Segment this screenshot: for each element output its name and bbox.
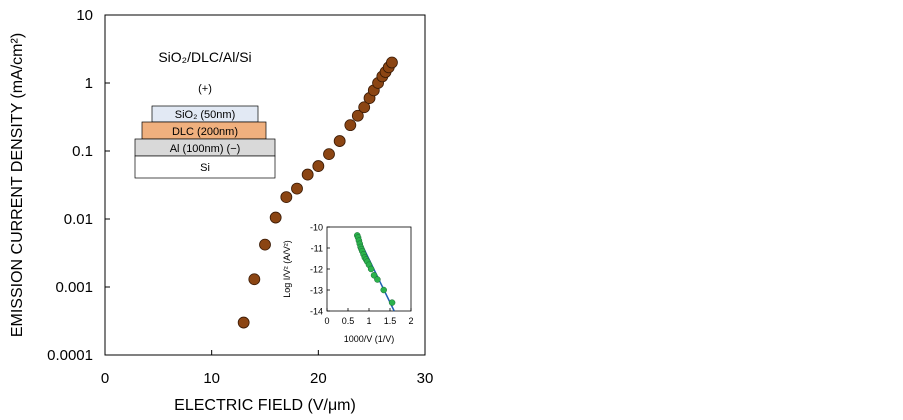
inset-x-tick-label: 1 <box>366 316 371 326</box>
layer-sio2: SiO₂ (50nm) <box>151 105 259 123</box>
inset-x-tick-label: 0 <box>324 316 329 326</box>
inset-data-point <box>388 299 396 306</box>
main-data-points <box>237 56 398 329</box>
main-data-point <box>291 182 303 195</box>
main-data-point <box>312 160 325 172</box>
main-data-point <box>248 273 261 286</box>
layer-si-rect <box>134 155 276 179</box>
polarity-plus-label: (+) <box>198 83 212 95</box>
main-data-point <box>269 211 282 224</box>
main-data-point <box>237 316 250 329</box>
inset-x-tick-label: 2 <box>408 316 413 326</box>
main-x-tick-labels: 0 10 20 30 <box>101 370 434 387</box>
inset-tick-marks <box>326 226 412 312</box>
main-plot-area <box>104 14 426 356</box>
main-data-point <box>259 238 271 251</box>
main-x-tick-label: 0 <box>101 370 109 387</box>
layer-al-label: Al (100nm) (−) <box>170 143 241 155</box>
inset-x-axis-label: 1000/V (1/V) <box>344 334 395 344</box>
main-data-point <box>301 168 314 181</box>
main-data-point <box>344 119 357 132</box>
inset-y-axis-label: Log I/V² (A/V²) <box>282 240 292 298</box>
layer-dlc: DLC (200nm) <box>141 121 267 140</box>
inset-data-points <box>353 232 396 306</box>
main-data-point <box>333 135 346 147</box>
layer-sio2-label: SiO₂ (50nm) <box>175 109 236 121</box>
layer-stack-diagram: (+) SiO₂ (50nm) DLC (200nm) Al (100nm) (… <box>134 83 276 179</box>
inset-x-tick-label: 1.5 <box>384 316 397 326</box>
inset-data-point <box>367 265 375 273</box>
inset-x-tick-labels: 0 0.5 1 1.5 2 <box>324 316 413 326</box>
layer-al: Al (100nm) (−) <box>134 138 276 157</box>
main-y-tick-label: 10 <box>76 7 93 24</box>
main-y-tick-label: 0.01 <box>64 211 93 228</box>
inset-y-tick-label: -11 <box>311 244 323 254</box>
main-y-tick-label: 0.0001 <box>47 347 93 364</box>
material-annotation: SiO₂/DLC/Al/Si <box>158 49 251 65</box>
layer-dlc-label: DLC (200nm) <box>172 126 238 138</box>
inset-data-point <box>380 286 387 294</box>
main-y-tick-label: 0.1 <box>72 143 93 160</box>
main-y-tick-label: 1 <box>85 75 93 92</box>
inset-y-tick-labels: -10 -11 -12 -13 -14 <box>310 223 323 317</box>
main-y-tick-labels: 0.0001 0.001 0.01 0.1 1 10 <box>47 7 93 364</box>
inset-chart: -10 -11 -12 -13 -14 0 0.5 1 1.5 2 1000/V (1/V) L… <box>282 223 414 345</box>
main-x-tick-label: 10 <box>203 370 220 387</box>
layer-si-label: Si <box>200 162 210 174</box>
main-data-point <box>280 191 293 203</box>
main-y-tick-label: 0.001 <box>55 279 93 296</box>
inset-y-tick-label: -13 <box>310 286 323 296</box>
inset-data-point <box>370 272 378 279</box>
inset-y-tick-label: -14 <box>310 307 323 317</box>
main-x-axis-label: ELECTRIC FIELD (V/μm) <box>174 397 356 414</box>
main-tick-marks <box>104 14 426 356</box>
main-data-point <box>351 109 364 122</box>
main-data-point <box>386 56 398 69</box>
main-y-axis-label: EMISSION CURRENT DENSITY (mA/cm²) <box>9 33 26 337</box>
main-data-point <box>323 148 335 161</box>
main-x-tick-label: 20 <box>310 370 327 387</box>
inset-x-tick-label: 0.5 <box>342 316 355 326</box>
main-x-tick-label: 30 <box>417 370 434 387</box>
inset-data-point <box>374 276 381 283</box>
main-data-point <box>358 101 371 114</box>
inset-y-tick-label: -10 <box>310 223 323 233</box>
inset-y-tick-label: -12 <box>310 265 323 275</box>
layer-si: Si <box>134 155 276 179</box>
